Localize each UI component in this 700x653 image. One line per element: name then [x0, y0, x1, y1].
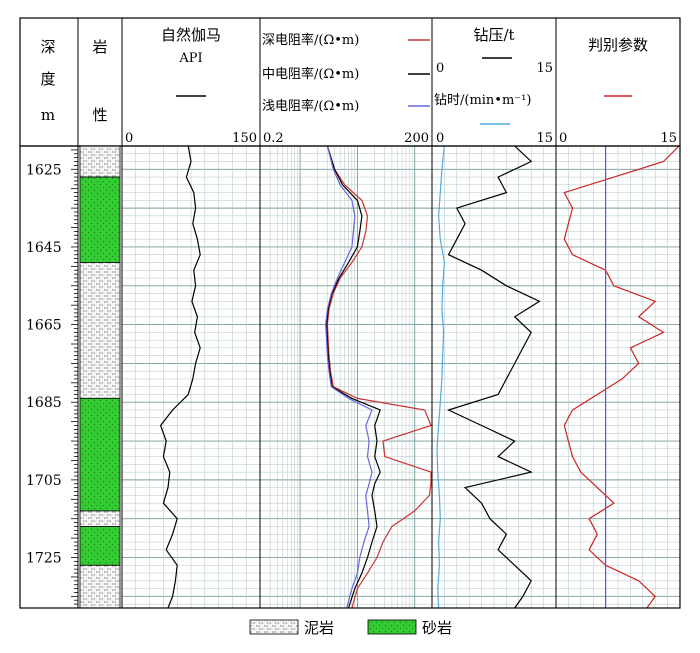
legend-mudstone-label: 泥岩 [304, 619, 334, 637]
curve-深电阻率 [326, 145, 432, 609]
rop-title: 钻时/(min•m⁻¹) [434, 93, 531, 108]
curve-自然伽马 [159, 145, 201, 609]
curve-钻压 [446, 145, 541, 609]
depth-tick-label: 1645 [26, 240, 62, 256]
depth-header-char-1: 深 [40, 38, 55, 56]
lith-mudstone [79, 564, 121, 609]
lithology-legend: 泥岩 砂岩 [249, 619, 452, 637]
curve-浅电阻率 [325, 145, 373, 609]
lith-mudstone [79, 510, 121, 527]
legend-sandstone-swatch [367, 619, 417, 635]
lith-mudstone [79, 262, 121, 399]
param-axis-min: 0 [559, 131, 567, 146]
res-medium-label: 中电阻率/(Ω•m) [262, 66, 359, 82]
rop-axis-min: 0 [436, 131, 444, 146]
lith-sandstone [79, 397, 121, 512]
depth-header-char-2: 度 [40, 70, 55, 88]
gamma-axis-max: 150 [232, 131, 257, 146]
wob-title: 钻压/t [473, 26, 514, 44]
header-frame [19, 17, 681, 147]
lith-mudstone [79, 145, 121, 178]
lith-header-char-1: 岩 [92, 38, 107, 56]
param-axis-max: 15 [660, 131, 677, 146]
depth-tick-label: 1665 [26, 318, 62, 334]
gamma-axis-min: 0 [125, 131, 133, 146]
res-shallow-label: 浅电阻率/(Ω•m) [262, 98, 359, 114]
depth-tick-label: 1725 [26, 551, 62, 567]
param-title: 判别参数 [588, 36, 648, 54]
depth-tick-label: 1625 [26, 162, 62, 178]
gamma-unit: API [178, 51, 202, 66]
wob-axis-max: 15 [536, 61, 553, 76]
plot-body: 1625 1645 1665 1685 1705 1725 [19, 145, 681, 609]
legend-sandstone-label: 砂岩 [422, 619, 452, 637]
curve-钻时 [436, 145, 446, 609]
gamma-title: 自然伽马 [161, 26, 221, 44]
lith-sandstone [79, 526, 121, 566]
legend-mudstone-swatch [249, 619, 299, 635]
res-deep-label: 深电阻率/(Ω•m) [262, 32, 359, 48]
wob-axis-min: 0 [436, 61, 444, 76]
lith-header-char-2: 性 [92, 106, 107, 124]
depth-tick-label: 1705 [26, 473, 62, 489]
body-frame [19, 145, 681, 609]
res-axis-max: 200 [404, 131, 429, 146]
rop-axis-max: 15 [536, 131, 553, 146]
curve-判别参数 [563, 145, 680, 609]
res-axis-min: 0.2 [263, 131, 284, 146]
depth-header-char-3: m [41, 106, 55, 124]
lith-sandstone [79, 176, 121, 263]
depth-tick-label: 1685 [26, 395, 62, 411]
